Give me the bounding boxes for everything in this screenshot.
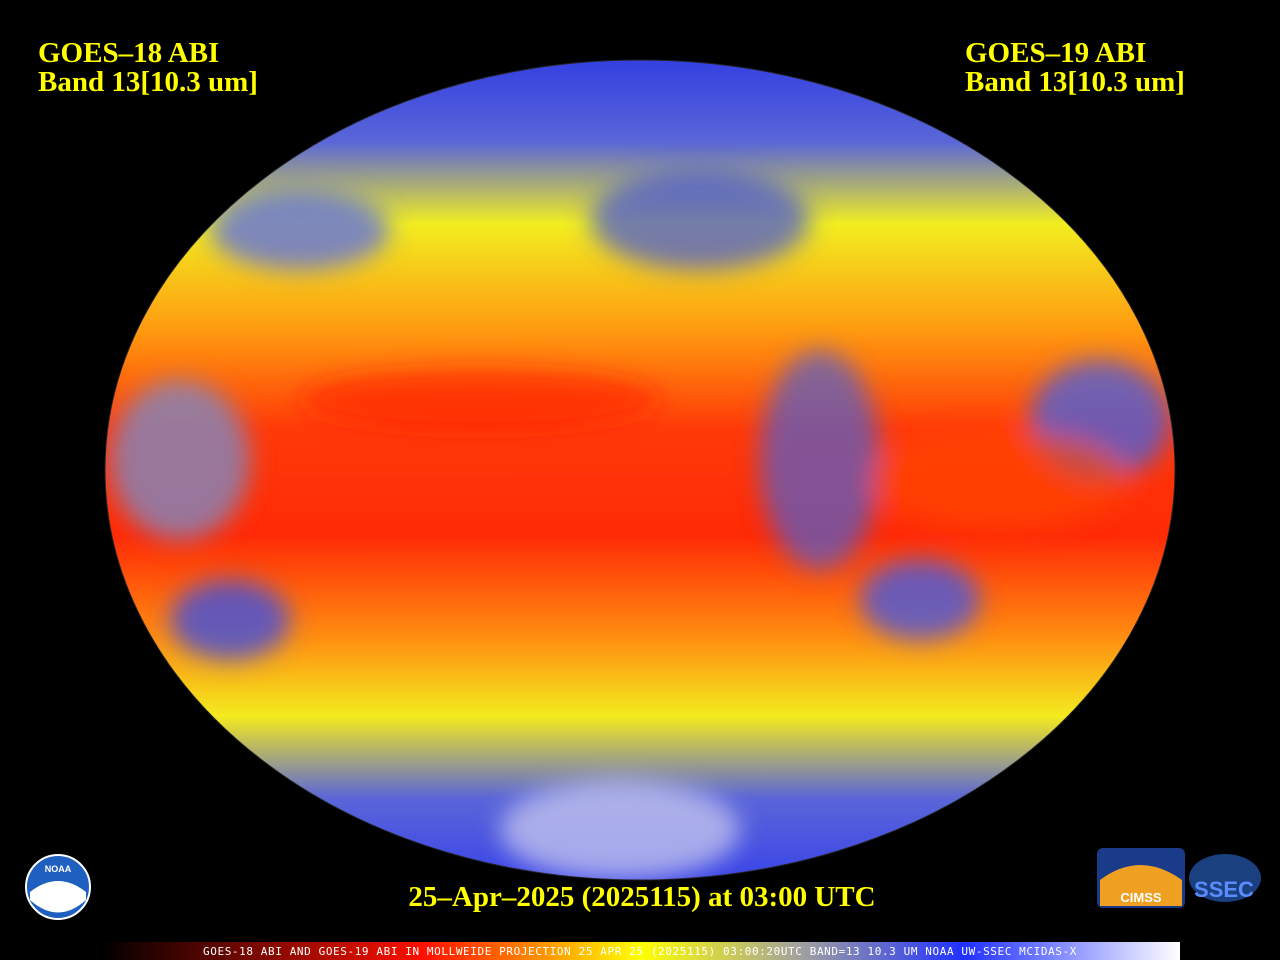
ssec-logo: SSEC bbox=[1189, 854, 1261, 902]
globe bbox=[105, 60, 1175, 880]
noaa-logo: NOAA bbox=[25, 854, 91, 920]
left-satellite: GOES–18 ABI bbox=[38, 37, 219, 69]
footer: GOES-18 ABI AND GOES-19 ABI IN MOLLWEIDE… bbox=[203, 945, 1077, 958]
left-band: Band 13[10.3 um] bbox=[38, 66, 258, 98]
right-band: Band 13[10.3 um] bbox=[965, 66, 1185, 98]
right-satellite: GOES–19 ABI bbox=[965, 37, 1146, 69]
color-bar bbox=[100, 942, 1180, 960]
cimss-logo: CIMSS bbox=[1097, 848, 1185, 908]
timestamp: 25–Apr–2025 (2025115) at 03:00 UTC bbox=[408, 881, 875, 913]
ssec-text: SSEC bbox=[1194, 877, 1254, 902]
cloud-features bbox=[110, 170, 1170, 880]
noaa-text: NOAA bbox=[45, 864, 72, 874]
cimss-text: CIMSS bbox=[1120, 890, 1162, 905]
globe-outline bbox=[104, 59, 1176, 881]
